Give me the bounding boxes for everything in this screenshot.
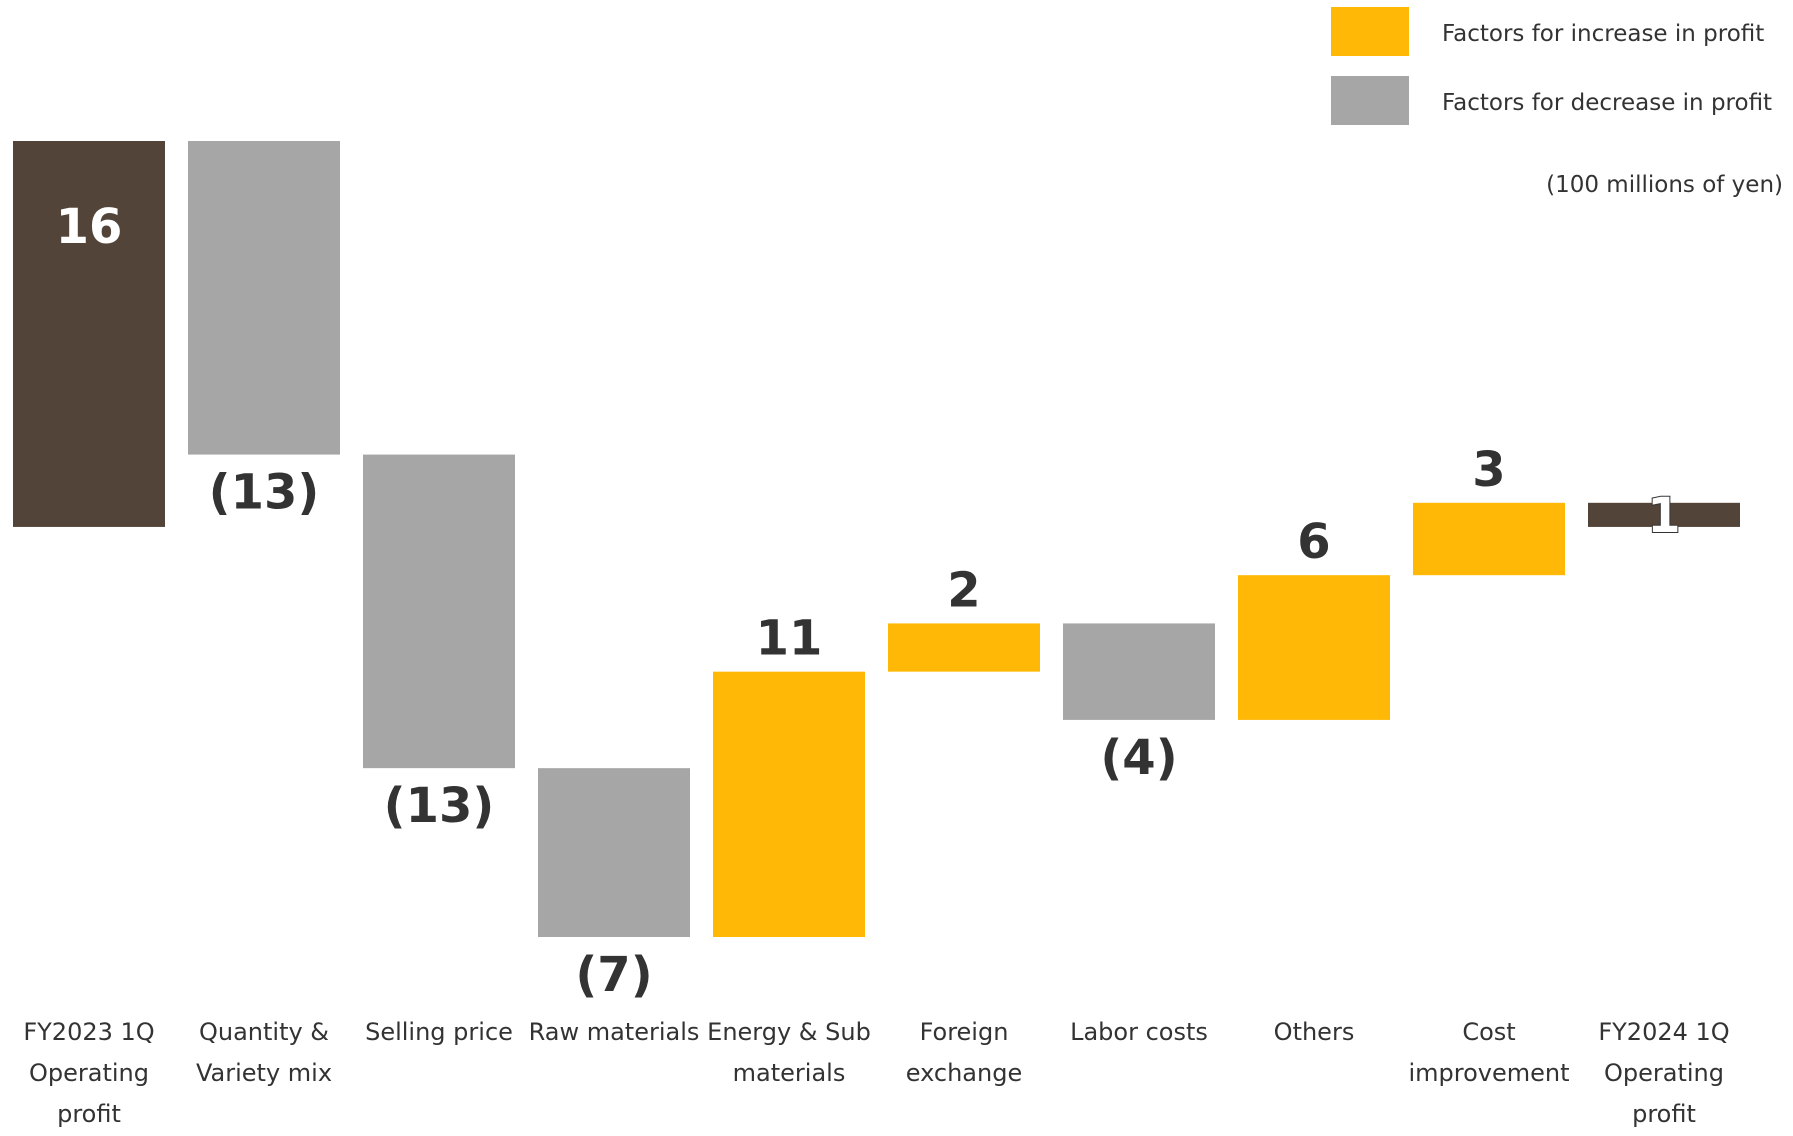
category-label: Selling price (365, 1018, 513, 1046)
bar (1588, 502, 1740, 527)
category-label: Others (1273, 1018, 1355, 1046)
value-label: (4) (1100, 730, 1177, 786)
category-label: FY2023 1Q Operating profit (23, 1018, 155, 1128)
category-label: Foreign exchange (905, 1018, 1023, 1087)
value-label: (13) (209, 465, 320, 521)
value-label: 6 (1297, 514, 1330, 570)
bar (1238, 575, 1390, 720)
bar (188, 141, 340, 455)
value-label: (7) (575, 947, 652, 1003)
legend-label: Factors for decrease in profit (1442, 90, 1772, 116)
value-label: 1 (1647, 488, 1680, 544)
value-label: 11 (756, 611, 823, 667)
legend-swatch (1331, 76, 1409, 125)
value-label: 2 (947, 562, 980, 618)
value-label: 3 (1472, 442, 1505, 498)
bar (888, 623, 1040, 672)
category-label: Raw materials (528, 1018, 700, 1046)
unit-note: (100 millions of yen) (1546, 172, 1783, 198)
bar (363, 454, 515, 769)
legend-swatch (1331, 7, 1409, 56)
value-label: 16 (56, 199, 123, 255)
bar (538, 768, 690, 937)
legend-label: Factors for increase in profit (1442, 21, 1764, 47)
bar (1063, 623, 1215, 720)
category-label: Cost improvement (1408, 1018, 1570, 1087)
category-label: Labor costs (1070, 1018, 1208, 1046)
category-label: FY2024 1Q Operating profit (1598, 1018, 1730, 1128)
bar (1413, 502, 1565, 576)
bar (713, 671, 865, 937)
value-label: (13) (384, 778, 495, 834)
category-label: Energy & Sub materials (707, 1018, 871, 1087)
bar (13, 141, 165, 527)
category-label: Quantity & Variety mix (195, 1018, 333, 1087)
